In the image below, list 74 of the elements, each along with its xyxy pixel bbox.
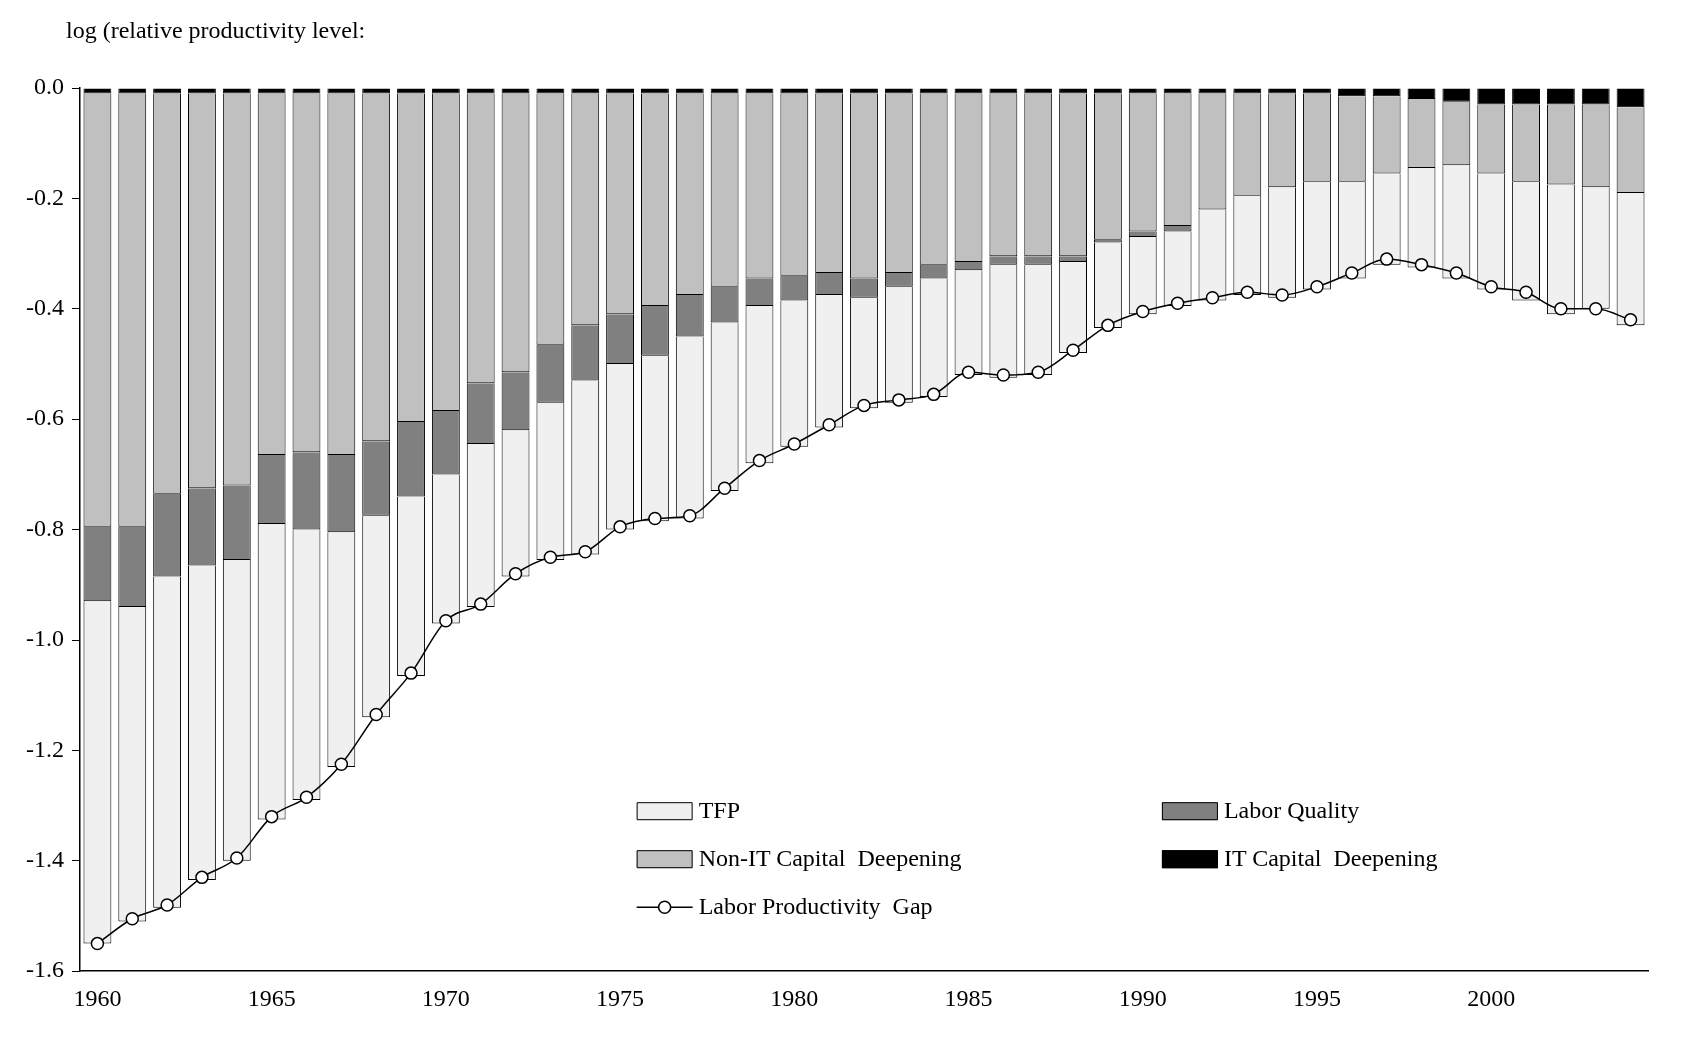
point: [1170, 296, 1185, 311]
point: [996, 368, 1011, 382]
legend-label: TFP: [698, 797, 740, 824]
point: [683, 509, 697, 523]
y-tick-label: -1.4: [25, 846, 64, 873]
point: [648, 511, 662, 526]
x-tick-label: 1985: [944, 984, 993, 1011]
point: [1240, 285, 1255, 299]
point: [1031, 365, 1045, 380]
point: [125, 912, 140, 926]
point: [473, 597, 488, 611]
point: [961, 365, 976, 380]
point: [1275, 288, 1289, 302]
y-tick-label: -0.8: [25, 514, 64, 541]
point: [926, 387, 941, 402]
point: [334, 757, 349, 771]
x-tick-label: 1995: [1292, 984, 1341, 1011]
x-tick-label: 1970: [421, 984, 470, 1011]
x-tick-label: 1960: [73, 984, 122, 1011]
legend-label: Labor Quality: [1223, 797, 1360, 824]
y-axis-title: log (relative productivity level:: [65, 17, 366, 43]
point: [230, 851, 244, 865]
point: [90, 936, 105, 951]
point: [717, 481, 732, 495]
legend-label: Non-IT Capital Deepening: [698, 845, 962, 872]
point: [752, 453, 767, 468]
legend-label: IT Capital Deepening: [1223, 845, 1438, 872]
point: [1414, 257, 1429, 272]
y-tick-label: -1.0: [25, 625, 64, 652]
y-tick-label: -1.2: [25, 735, 64, 762]
point: [1101, 318, 1115, 333]
bar: [850, 88, 878, 94]
point: [892, 393, 906, 407]
point: [787, 437, 802, 451]
point: [369, 707, 383, 722]
x-tick-label: 2000: [1467, 984, 1516, 1011]
point: [1554, 302, 1568, 316]
y-tick-label: -1.6: [25, 956, 64, 983]
point: [1379, 252, 1394, 266]
x-tick-label: 1980: [770, 984, 819, 1011]
bar: [188, 88, 216, 94]
point: [1519, 285, 1533, 299]
point: [264, 809, 279, 824]
point: [1205, 291, 1220, 305]
point: [160, 898, 174, 912]
y-tick-label: -0.2: [25, 183, 64, 210]
point: [1588, 302, 1603, 316]
bar: [1303, 88, 1331, 94]
y-tick-label: 0.0: [33, 73, 64, 100]
point: [439, 613, 453, 628]
point: [195, 870, 209, 885]
legend-label: Labor Productivity Gap: [698, 893, 933, 920]
point: [1136, 304, 1150, 319]
y-tick-label: -0.4: [25, 294, 64, 321]
point: [543, 550, 558, 564]
point: [822, 417, 836, 432]
point: [578, 544, 592, 559]
bar: [1512, 88, 1540, 105]
point: [1623, 313, 1638, 327]
point: [1345, 266, 1359, 280]
x-tick-label: 1990: [1118, 984, 1167, 1011]
x-tick-label: 1975: [596, 984, 645, 1011]
y-tick-label: -0.6: [25, 404, 64, 431]
point: [299, 790, 314, 805]
point: [404, 666, 418, 680]
point: [1449, 266, 1464, 280]
point: [613, 520, 627, 534]
x-tick-label: 1965: [247, 984, 296, 1011]
point: [1310, 279, 1324, 294]
bar: [397, 88, 425, 94]
point: [1066, 343, 1080, 357]
point: [508, 567, 523, 581]
point: [857, 398, 871, 413]
point: [1484, 279, 1498, 294]
